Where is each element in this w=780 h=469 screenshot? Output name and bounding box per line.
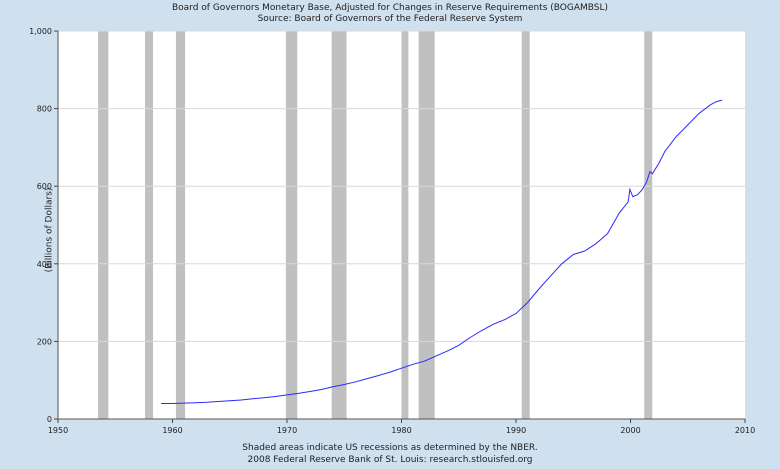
x-tick-label-2010: 2010 xyxy=(735,426,755,435)
recession-bar-6 xyxy=(418,31,435,419)
recession-bar-4 xyxy=(331,31,347,419)
recession-bar-5 xyxy=(401,31,409,419)
x-tick-label-1980: 1980 xyxy=(391,426,411,435)
y-tick-label-800: 800 xyxy=(37,105,52,114)
chart-title: Board of Governors Monetary Base, Adjust… xyxy=(171,3,609,13)
y-tick-label-0: 0 xyxy=(47,415,52,424)
x-tick-label-2000: 2000 xyxy=(620,426,640,435)
y-tick-label-600: 600 xyxy=(37,182,52,191)
footer-recessions-note: Shaded areas indicate US recessions as d… xyxy=(242,443,538,453)
footer-source-note: 2008 Federal Reserve Bank of St. Louis: … xyxy=(247,455,533,465)
x-tick-label-1960: 1960 xyxy=(162,426,182,435)
y-tick-label-400: 400 xyxy=(37,260,52,269)
x-tick-label-1950: 1950 xyxy=(48,426,68,435)
chart-subtitle: Source: Board of Governors of the Federa… xyxy=(257,14,523,24)
y-tick-label-1000: 1,000 xyxy=(29,27,52,36)
y-tick-label-200: 200 xyxy=(37,337,52,346)
x-tick-label-1970: 1970 xyxy=(277,426,297,435)
recession-bar-7 xyxy=(521,31,530,419)
recession-bar-8 xyxy=(644,31,653,419)
recession-bar-2 xyxy=(175,31,186,419)
recession-bar-3 xyxy=(285,31,298,419)
recession-bar-1 xyxy=(145,31,154,419)
x-tick-label-1990: 1990 xyxy=(506,426,526,435)
recession-bar-0 xyxy=(98,31,109,419)
series-line-bogambsl xyxy=(161,99,723,404)
